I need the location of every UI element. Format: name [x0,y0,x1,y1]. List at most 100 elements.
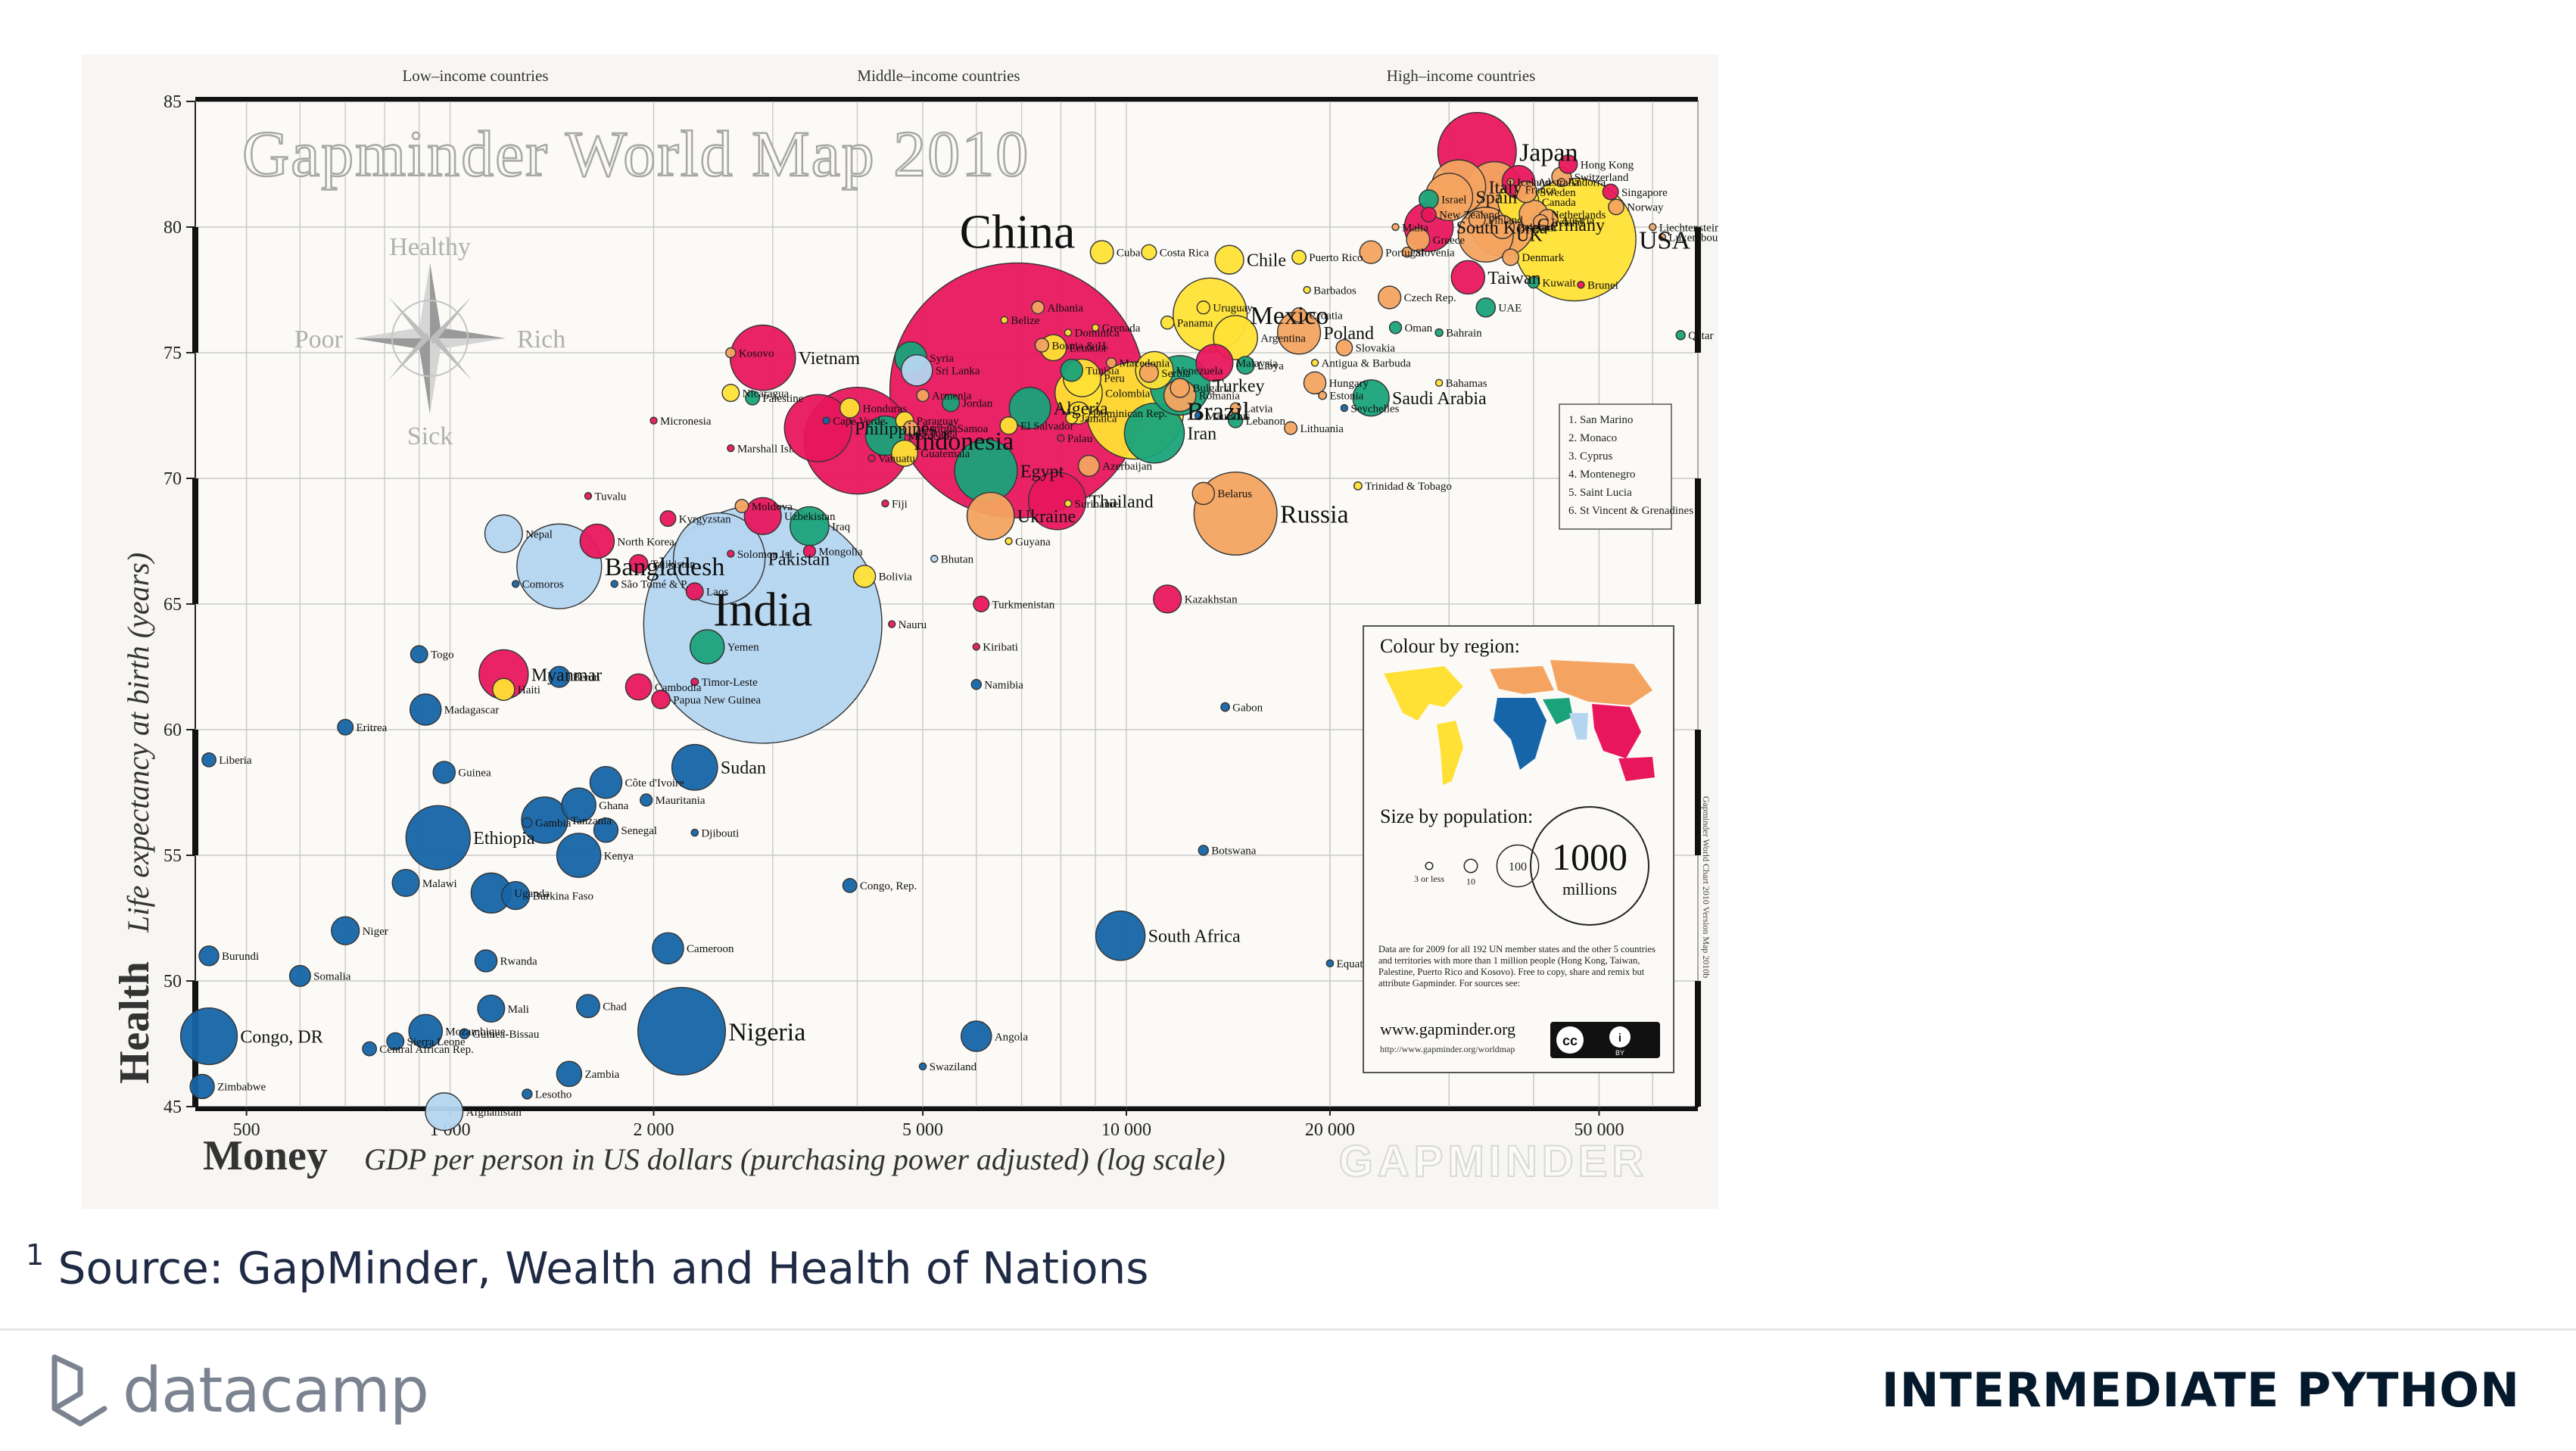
bubble-sri-lanka [900,353,933,387]
bubble-kuwait [1527,276,1540,289]
label-italy: Italy [1489,178,1522,198]
label-bulgaria: Bulgaria [1192,383,1232,395]
label-sudan: Sudan [721,758,766,778]
legend-big-unit: millions [1562,880,1617,898]
bubble-tonga [918,429,927,437]
label-poland: Poland [1323,324,1374,344]
label-timor-leste: Timor-Leste [702,677,758,689]
bubble-latvia [1229,402,1241,414]
label-dominica: Dominica [1074,328,1119,340]
bubble-el-salvador [999,416,1018,435]
label-azerbaijan: Azerbaijan [1102,461,1152,473]
label-albania: Albania [1047,302,1083,314]
bubble-tanzania [521,796,568,844]
bubble-iran [1123,402,1185,464]
label-malta: Malta [1402,222,1428,234]
income-label-low: Low–income countries [402,67,548,85]
label-nepal: Nepal [525,528,553,540]
legend: Colour by region: Size by population: 3 … [1363,625,1674,1073]
label-dominican-rep-: Dominican Rep. [1092,408,1167,420]
bubble-kosovo [725,347,737,359]
bubble-south-africa [1095,911,1146,961]
bubble-croatia [1291,307,1307,323]
bubble-rwanda [474,949,498,973]
bubble-turkmenistan [973,596,990,612]
bubble-new-zealand [1421,207,1437,223]
label-philippines: Philippines [855,419,936,439]
footer-divider [0,1328,2576,1331]
bubble-grenada [1091,323,1100,332]
bubble-antigua-barbuda [1310,359,1319,367]
bubble-mauritius [1194,411,1204,420]
label-chile: Chile [1247,251,1286,271]
bubble-tuvalu [584,492,593,500]
bubble-senegal [593,817,619,843]
label-niger: Niger [363,926,388,938]
label-hungary: Hungary [1329,378,1369,390]
label-grenada: Grenada [1102,322,1141,335]
label-taiwan: Taiwan [1487,269,1540,288]
y-edge-band [1695,730,1701,855]
bubble-angola [961,1020,992,1052]
x-axis-title-bold: Money [203,1132,328,1179]
legend-size-circles: 3 or less 10 100 [1414,844,1540,888]
bubble-oman [1388,321,1403,335]
x-tick-label: 50 000 [1574,1120,1624,1140]
label-djibouti: Djibouti [701,827,739,839]
label-papua-new-guinea: Papua New Guinea [673,694,761,706]
legend-size-label-2: 100 [1509,861,1527,873]
label-haiti: Haiti [518,684,540,696]
label-jamaica: Jamaica [1080,413,1117,425]
label-south-korea: South Korea [1456,218,1548,238]
label-barbados: Barbados [1313,285,1357,297]
label-lithuania: Lithuania [1300,423,1344,435]
y-edge-band [1695,227,1701,353]
bubble-papua-new-guinea [651,690,671,710]
x-tick-label: 10 000 [1101,1120,1151,1140]
bubble-ireland [1532,213,1549,230]
label-togo: Togo [431,649,454,662]
bubble-timor-leste [690,677,699,687]
label-uruguay: Uruguay [1213,302,1253,314]
label-uzbekistan: Uzbekistan [784,511,836,523]
label-ghana: Ghana [599,800,628,812]
label-australia: Australia [1538,176,1580,188]
bubble-denmark [1502,248,1520,266]
label-switzerland: Switzerland [1575,172,1629,184]
label-marshall-isl-: Marshall Isl. [737,443,795,455]
bubble-algeria [1008,387,1051,429]
bubble-israel [1419,189,1439,210]
bubble-niger [331,916,360,945]
footnote-marker: 1 [26,1238,45,1272]
cc-license-icon: cc i BY [1550,1022,1660,1058]
bubble-belgium [1490,215,1515,239]
bubble-north-korea [579,523,615,559]
label-angola: Angola [995,1031,1029,1043]
bubble-ghana [561,787,596,823]
label-solomon-isl-: Solomon Isl. [737,549,796,561]
label-comoros: Comoros [522,579,564,591]
bubble-burundi [198,945,220,967]
label-madagascar: Madagascar [444,705,499,717]
label-nicaragua: Nicaragua [743,388,790,400]
label-uk: UK [1516,226,1543,245]
label-jordan: Jordan [962,398,992,410]
bubble-ukraine [966,491,1015,540]
compass-north: Healthy [389,233,471,261]
note-2: 2. Monaco [1568,432,1617,444]
label-lebanon: Lebanon [1246,416,1286,428]
bubble-mali [477,995,506,1023]
bubble-fiji [881,500,889,508]
label-peru: Peru [1104,372,1125,385]
label-denmark: Denmark [1522,252,1564,264]
label-syria: Syria [930,353,954,365]
label-guyana: Guyana [1015,536,1051,548]
gapminder-watermark: GAPMINDER [1339,1137,1648,1186]
x-tick-label: 2 000 [634,1120,674,1140]
bubble-palestine [745,390,760,406]
label-ethiopia: Ethiopia [473,829,535,848]
label-vanuatu: Vanuatu [878,453,916,466]
income-label-high: High–income countries [1387,67,1536,85]
bubble-tajikistan [628,554,649,574]
bubble-andorra [1557,178,1566,186]
